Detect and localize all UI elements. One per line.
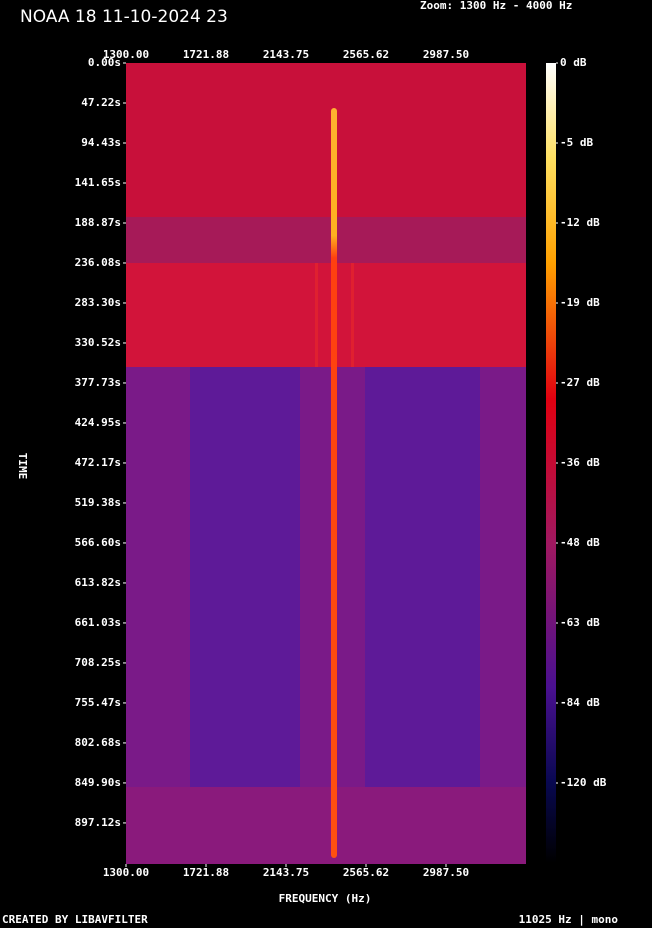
- x-tick-label-top: 2143.75: [263, 48, 309, 61]
- y-tick-label: 424.95s: [75, 416, 121, 429]
- y-tick-label: 849.90s: [75, 776, 121, 789]
- zoom-label: Zoom: 1300 Hz - 4000 Hz: [420, 0, 572, 12]
- x-tick-label-top: 1300.00: [103, 48, 149, 61]
- y-tick-label: 141.65s: [75, 176, 121, 189]
- y-axis-label: TIME: [16, 453, 29, 480]
- colorbar-tick-label: -12 dB: [560, 216, 600, 229]
- footer-left: CREATED BY LIBAVFILTER: [2, 913, 148, 926]
- y-tick-label: 283.30s: [75, 296, 121, 309]
- x-tick-label-top: 2565.62: [343, 48, 389, 61]
- colorbar: [546, 63, 556, 863]
- y-tick-label: 661.03s: [75, 616, 121, 629]
- y-tick-label: 188.87s: [75, 216, 121, 229]
- x-tick-label: 2143.75: [263, 866, 309, 879]
- x-axis-label: FREQUENCY (Hz): [279, 892, 372, 905]
- colorbar-tick-label: -5 dB: [560, 136, 593, 149]
- chart-title: NOAA 18 11-10-2024 23: [20, 7, 228, 27]
- x-tick-label-top: 1721.88: [183, 48, 229, 61]
- colorbar-tick-label: -19 dB: [560, 296, 600, 309]
- colorbar-tick-label: -120 dB: [560, 776, 607, 789]
- y-tick-label: 377.73s: [75, 376, 121, 389]
- colorbar-tick-label: -27 dB: [560, 376, 600, 389]
- y-tick-label: 472.17s: [75, 456, 121, 469]
- x-tick-label: 2565.62: [343, 866, 389, 879]
- x-tick-label: 1721.88: [183, 866, 229, 879]
- y-tick-label: 802.68s: [75, 736, 121, 749]
- y-tick-label: 519.38s: [75, 496, 121, 509]
- footer-right: 11025 Hz | mono: [519, 913, 619, 926]
- x-tick-label-top: 2987.50: [423, 48, 469, 61]
- colorbar-tick-label: -84 dB: [560, 696, 600, 709]
- colorbar-tick-label: 0 dB: [560, 56, 587, 69]
- y-tick-label: 755.47s: [75, 696, 121, 709]
- colorbar-tick-label: -36 dB: [560, 456, 600, 469]
- y-tick-label: 0.00s: [88, 56, 121, 69]
- y-tick-label: 897.12s: [75, 816, 121, 829]
- y-tick-label: 708.25s: [75, 656, 121, 669]
- y-tick-label: 613.82s: [75, 576, 121, 589]
- y-tick-label: 566.60s: [75, 536, 121, 549]
- x-tick-label: 2987.50: [423, 866, 469, 879]
- x-tick-label: 1300.00: [103, 866, 149, 879]
- colorbar-tick-label: -48 dB: [560, 536, 600, 549]
- spectrogram: [126, 63, 526, 864]
- y-tick-label: 94.43s: [81, 136, 121, 149]
- y-tick-label: 47.22s: [81, 96, 121, 109]
- colorbar-tick-label: -63 dB: [560, 616, 600, 629]
- y-tick-label: 236.08s: [75, 256, 121, 269]
- y-tick-label: 330.52s: [75, 336, 121, 349]
